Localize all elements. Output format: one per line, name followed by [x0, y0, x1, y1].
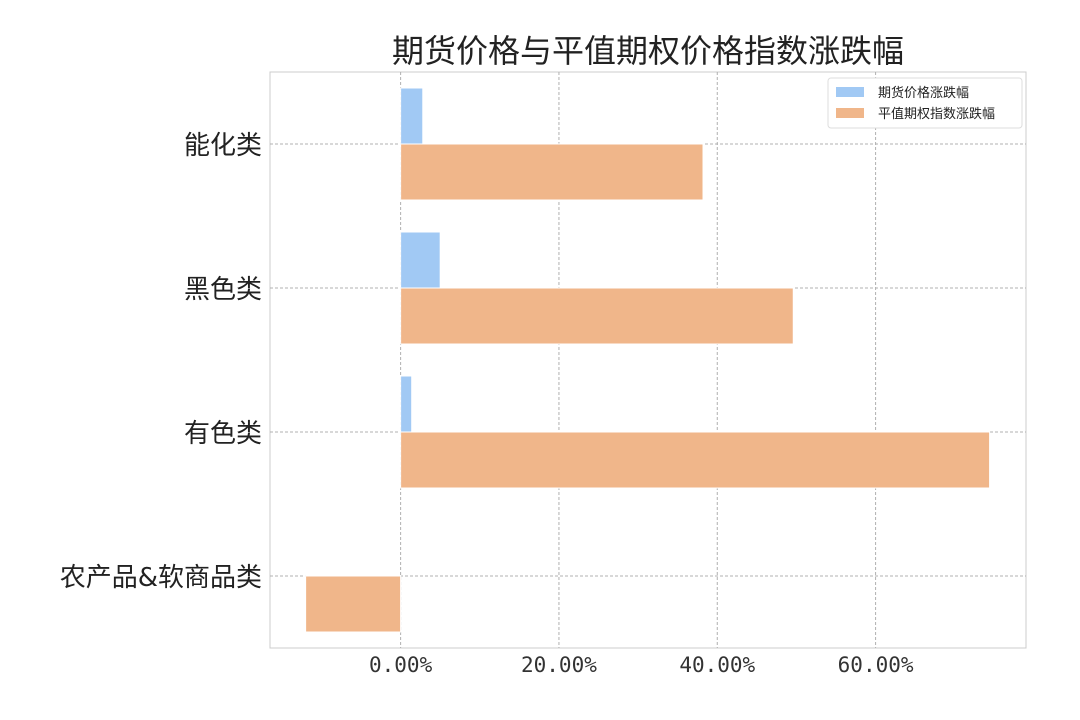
chart-title: 期货价格与平值期权价格指数涨跌幅 — [392, 32, 904, 70]
legend-box — [827, 77, 1023, 129]
x-tick-labels: 0.00% 20.00% 40.00% 60.00% — [369, 653, 914, 677]
bars — [305, 87, 991, 633]
bar-futures — [400, 375, 413, 433]
legend-swatch-futures — [836, 87, 864, 97]
category-label: 农产品&软商品类 — [60, 563, 262, 593]
legend: 期货价格涨跌幅 平值期权指数涨跌幅 — [827, 77, 1023, 129]
x-tick-label: 0.00% — [369, 653, 433, 677]
bar-options — [305, 575, 402, 633]
x-tick-label: 60.00% — [838, 653, 914, 677]
bar-options — [400, 287, 794, 345]
bar-futures — [400, 231, 441, 289]
legend-swatch-options — [836, 108, 864, 118]
category-label: 黑色类 — [184, 275, 262, 305]
legend-label-options: 平值期权指数涨跌幅 — [878, 106, 995, 122]
bar-options — [400, 143, 704, 201]
x-tick-label: 40.00% — [679, 653, 755, 677]
category-label: 有色类 — [184, 419, 262, 449]
bar-futures — [400, 87, 424, 145]
category-label: 能化类 — [184, 131, 262, 161]
legend-label-futures: 期货价格涨跌幅 — [878, 85, 969, 101]
plot-frame — [269, 71, 1027, 649]
x-tick-label: 20.00% — [521, 653, 597, 677]
bar-options — [400, 431, 991, 489]
